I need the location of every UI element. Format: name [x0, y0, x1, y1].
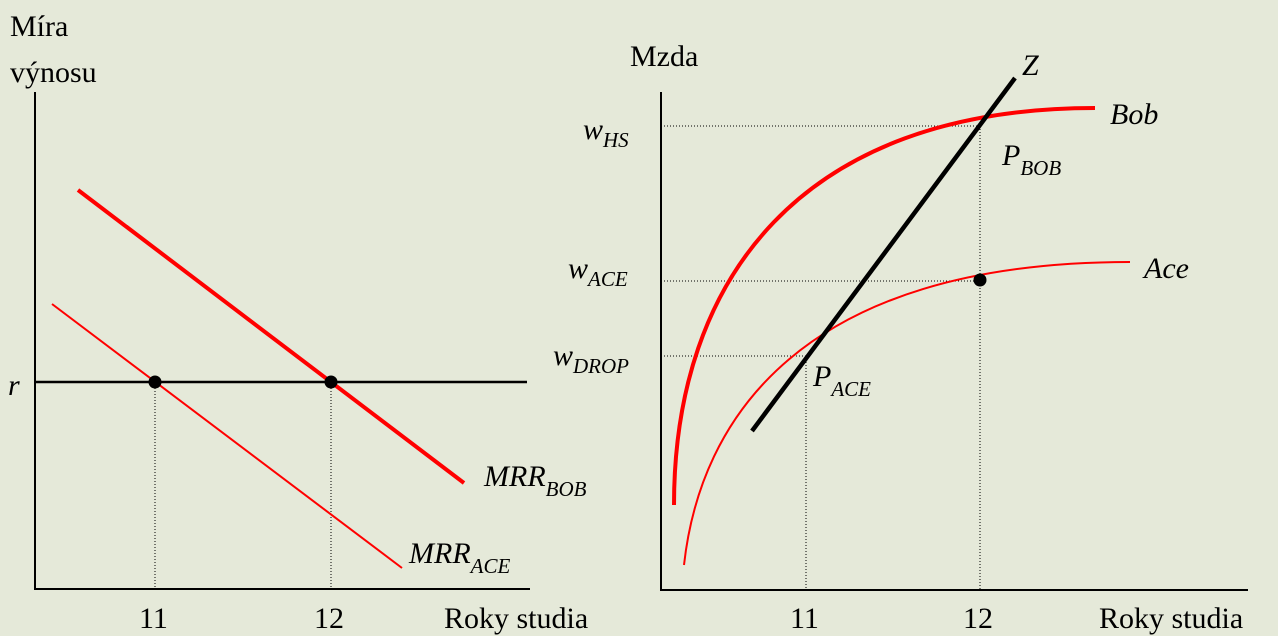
- equilibrium-point-ace: [148, 375, 162, 389]
- z-line: [750, 76, 1017, 433]
- ace-earnings-curve: [683, 261, 1131, 566]
- ace-curve-label: Ace: [1142, 252, 1189, 285]
- left-ylabel-line1: Míra: [10, 10, 68, 43]
- mrr-bob-label: MRRBOB: [483, 460, 587, 501]
- bob-earnings-curve: [672, 106, 1096, 506]
- right-panel: Mzda Z wHS wACE wDROP PBOB PACE Bob Ace …: [553, 40, 1248, 635]
- w-drop-label: wDROP: [553, 339, 629, 378]
- left-panel: Míra výnosu r 11 12 Roky studia MRRBOB M…: [8, 10, 588, 635]
- equilibrium-point-bob: [324, 375, 338, 389]
- mrr-ace-label: MRRACE: [408, 537, 510, 578]
- mrr-ace-line: [51, 303, 403, 569]
- left-tick-11: 11: [139, 602, 168, 635]
- right-tick-11: 11: [790, 602, 819, 635]
- mrr-bob-line: [76, 188, 466, 485]
- w-hs-label: wHS: [583, 113, 629, 152]
- left-ylabel-line2: výnosu: [10, 56, 97, 89]
- z-label: Z: [1022, 49, 1039, 82]
- ace-point-12: [973, 273, 987, 287]
- right-xlabel: Roky studia: [1099, 602, 1243, 635]
- left-tick-12: 12: [314, 602, 344, 635]
- bob-curve-label: Bob: [1110, 98, 1158, 131]
- rate-label: r: [8, 369, 20, 402]
- p-ace-label: PACE: [812, 360, 871, 401]
- p-bob-label: PBOB: [1001, 139, 1061, 180]
- w-ace-label: wACE: [568, 252, 628, 291]
- right-ylabel: Mzda: [630, 40, 698, 73]
- right-tick-12: 12: [963, 602, 993, 635]
- left-xlabel: Roky studia: [444, 602, 588, 635]
